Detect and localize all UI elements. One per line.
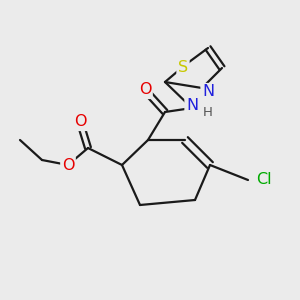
Text: O: O [139,82,151,98]
Text: N: N [186,98,198,113]
Text: S: S [178,59,188,74]
Text: Cl: Cl [256,172,272,188]
Text: H: H [203,106,213,118]
Text: O: O [62,158,74,172]
Text: O: O [74,115,86,130]
Text: N: N [202,85,214,100]
